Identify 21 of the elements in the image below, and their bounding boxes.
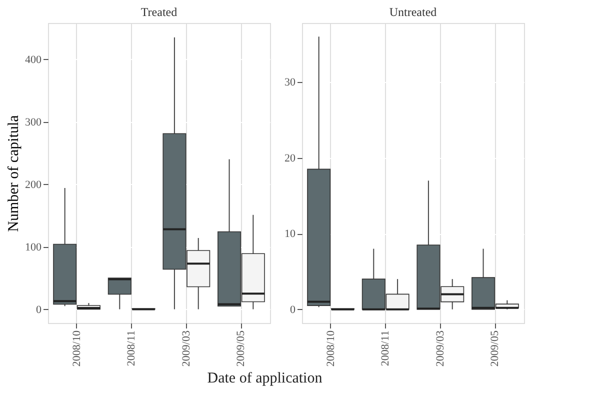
x-tick-label: 2008/11 [380, 330, 392, 366]
y-tick-label: 0 [36, 304, 42, 316]
x-tick-label: 2008/10 [324, 330, 337, 367]
x-tick-label: 2009/03 [180, 330, 192, 367]
x-axis-title: Date of application [207, 370, 323, 387]
x-tick-label: 2009/05 [235, 330, 248, 367]
chart-title: Treated [140, 5, 178, 19]
x-tick-label: 2009/03 [434, 330, 446, 367]
x-tick-label: 2008/11 [126, 330, 138, 366]
x-tick-label: 2008/10 [70, 330, 83, 367]
x-tick-label: 2009/05 [489, 330, 502, 367]
chart-title: Untreated [389, 5, 437, 19]
y-tick-label: 10 [284, 228, 296, 240]
y-tick-label: 200 [25, 178, 42, 191]
y-tick-label: 20 [284, 152, 296, 164]
y-tick-label: 300 [25, 116, 42, 128]
y-tick-label: 400 [25, 54, 42, 66]
y-axis-title: Number of capitula [6, 114, 22, 232]
y-tick-label: 0 [290, 304, 296, 316]
y-tick-label: 100 [25, 241, 42, 254]
y-tick-label: 30 [284, 76, 296, 89]
